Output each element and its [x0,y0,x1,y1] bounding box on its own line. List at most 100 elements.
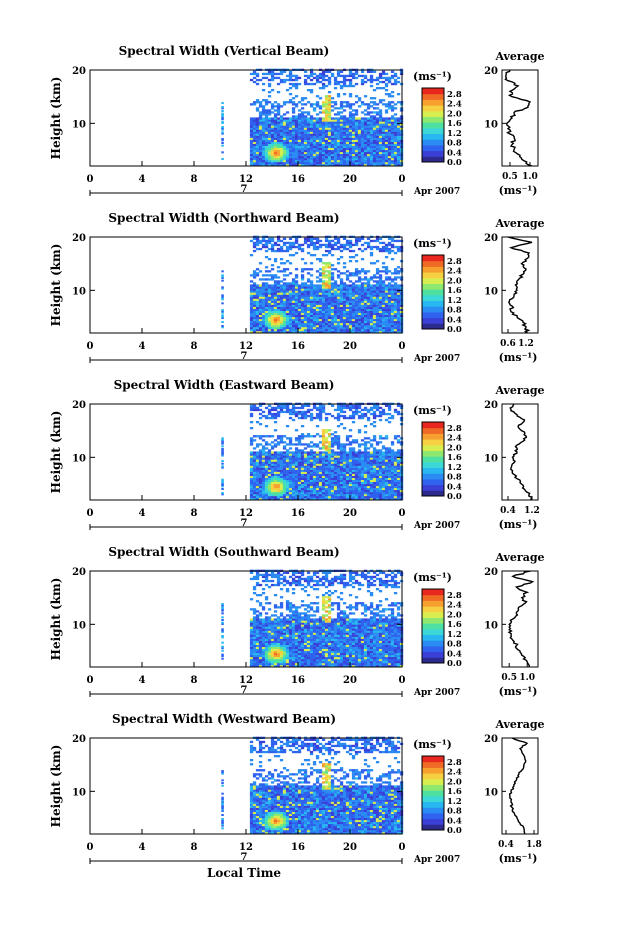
heatmap-cell [384,141,389,144]
heatmap-cell [312,147,317,151]
heatmap-cell [357,406,362,410]
heatmap-cell [366,320,371,324]
heatmap-cell [354,155,359,159]
heatmap-cell [372,121,377,124]
heatmap-cell [372,107,377,110]
heatmap-cell [273,127,278,130]
heatmap-cell [354,308,359,311]
heatmap-cell [282,143,287,146]
heatmap-cell [348,159,353,163]
heatmap-cell [372,70,377,73]
heatmap-cell [357,429,362,432]
heatmap-cell [393,268,398,271]
heatmap-cell [363,314,368,318]
heatmap-cell [318,72,323,76]
colorbar-unit: (ms⁻¹) [413,237,452,250]
heatmap-cell [312,135,317,138]
heatmap-cell [294,310,299,313]
heatmap-cell [339,449,344,452]
heatmap-cell [327,241,332,245]
heatmap-cell [342,151,347,155]
heatmap-cell [381,326,386,330]
heatmap-cell [321,111,326,114]
heatmap-cell [321,457,326,460]
heatmap-cell [306,121,311,124]
heatmap-cell [303,103,308,106]
heatmap-cell [267,274,272,277]
heatmap-cell [354,316,359,320]
heatmap-cell [303,453,308,456]
heatmap-cell [312,465,317,468]
heatmap-cell [276,455,281,458]
heatmap-cell [291,151,296,155]
heatmap-cell [369,406,374,410]
heatmap-cell [300,414,305,418]
heatmap-cell [363,475,368,478]
heatmap-cell [285,147,290,151]
heatmap-cell [303,498,308,501]
heatmap-cell [267,270,272,273]
heatmap-cell [369,97,374,100]
heatmap-cell [318,97,323,100]
heatmap-cell [249,127,254,130]
heatmap-cell [345,322,350,326]
heatmap-cell [342,489,347,493]
colorbar-swatch [422,266,444,273]
heatmap-cell [396,80,401,84]
heatmap-cell [270,70,275,73]
heatmap-cell [267,324,272,328]
heatmap-cell [318,111,323,114]
heatmap-cell [249,471,254,474]
heatmap-cell [339,310,344,313]
heatmap-cell [252,404,257,407]
heatmap-cell [333,141,338,144]
heatmap-cell [273,155,278,159]
heatmap-cell [306,239,311,243]
heatmap-cell [270,320,275,324]
heatmap-cell [300,129,305,132]
heatmap-cell [255,451,260,454]
heatmap-cell [387,286,392,289]
heatmap-cell [339,485,344,489]
heatmap-cell [309,308,314,311]
heatmap-cell [255,459,260,462]
heatmap-cell [342,300,347,303]
heatmap-cell [267,410,272,414]
heatmap-cell [291,103,296,106]
heatmap-cell [297,300,302,303]
heatmap-cell [372,328,377,332]
heatmap-cell [351,115,356,118]
heatmap-cell [255,469,260,472]
heatmap-cell [261,493,266,497]
heatmap-cell [336,471,341,474]
heatmap-cell [330,298,335,301]
heatmap-cell [384,82,389,86]
heatmap-cell [297,322,302,326]
heatmap-cell [354,260,359,263]
heatmap-cell [276,121,281,124]
heatmap-cell [339,111,344,114]
heatmap-cell [342,479,347,482]
heatmap-cell [390,143,395,146]
heatmap-cell [264,453,269,456]
colorbar-swatch [422,116,444,123]
heatmap-cell [396,266,401,269]
heatmap-cell [333,149,338,153]
heatmap-cell [366,121,371,124]
heatmap-cell [267,82,272,86]
heatmap-cell [267,143,272,146]
heatmap-cell [333,139,338,142]
heatmap-cell [285,404,290,407]
heatmap-cell [393,276,398,279]
heatmap-cell [369,491,374,495]
heatmap-cell [366,123,371,126]
heatmap-cell [288,127,293,130]
heatmap-cell [252,135,257,138]
heatmap-cell [321,270,326,273]
heatmap-cell [258,453,263,456]
heatmap-cell [327,469,332,472]
heatmap-cell [249,121,254,124]
heatmap-cell [315,129,320,132]
heatmap-cell [300,243,305,247]
heatmap-cell [255,123,260,126]
